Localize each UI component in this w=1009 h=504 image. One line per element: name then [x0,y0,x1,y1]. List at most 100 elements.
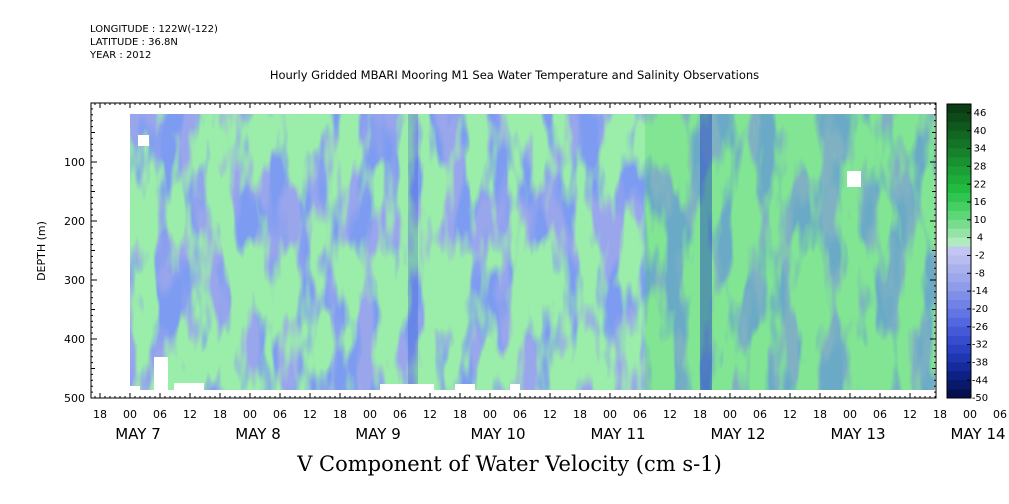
colorbar-label: -44 [972,375,988,386]
x-tick-label: 06 [513,408,527,421]
colorbar-label: 46 [974,108,987,119]
x-tick-label: 12 [183,408,197,421]
colorbar-swatch [947,380,971,390]
missing-data-patch [130,386,140,390]
y-tick-label: 500 [64,392,85,405]
x-day-label: MAY 14 [950,425,1005,443]
colorbar-swatch [947,104,971,114]
colorbar-swatch [947,121,971,132]
colorbar-swatch [947,219,971,230]
x-day-label: MAY 11 [590,425,645,443]
x-tick-label: 18 [933,408,947,421]
colorbar-swatch [947,273,971,283]
missing-data-patch [380,384,434,390]
x-tick-label: 06 [273,408,287,421]
y-tick-label: 100 [64,156,85,169]
y-tick-label: 200 [64,215,85,228]
colorbar-swatch [947,362,971,372]
latitude-label: LATITUDE : 36.8N [90,37,178,48]
colorbar-swatch [947,308,971,319]
colorbar-label: -20 [972,304,988,315]
x-tick-label: 12 [543,408,557,421]
x-tick-label: 00 [603,408,617,421]
colorbar-swatch [947,210,971,221]
colorbar-swatch [947,130,971,140]
colorbar-swatch [947,389,971,399]
x-tick-label: 12 [903,408,917,421]
x-tick-label: 06 [153,408,167,421]
colorbar-swatch [947,282,971,292]
x-tick-label: 12 [783,408,797,421]
x-tick-label: 18 [453,408,467,421]
chart-title: Hourly Gridded MBARI Mooring M1 Sea Wate… [269,68,760,82]
x-tick-label: 12 [663,408,677,421]
colorbar-frame [946,103,972,399]
x-tick-label: 00 [243,408,257,421]
colorbar-label: 16 [974,197,987,208]
y-axis-label: DEPTH (m) [35,221,48,281]
colorbar-swatch [947,300,971,310]
x-tick-label: 18 [813,408,827,421]
x-tick-label: 18 [333,408,347,421]
colorbar-swatch [947,255,971,265]
colorbar-swatch [947,344,971,354]
y-tick-label: 300 [64,274,85,287]
colorbar: 46 40 34 28 22 16 10 4 -2 -8 -14 -20 -26 -32 -38 -44 -50 [946,103,988,404]
colorbar-swatch [947,371,971,381]
longitude-label: LONGITUDE : 122W(-122) [90,24,218,35]
x-tick-label: 18 [693,408,707,421]
x-tick-label: 00 [123,408,137,421]
colorbar-swatch [947,148,971,158]
colorbar-label: -50 [972,393,988,404]
x-day-label: MAY 13 [830,425,885,443]
x-tick-label: 00 [363,408,377,421]
colorbar-swatch [947,317,971,328]
colorbar-label: 40 [974,126,987,137]
colorbar-label: 4 [977,233,983,244]
colorbar-swatch [947,353,971,363]
colorbar-label: 34 [974,144,987,155]
colorbar-swatch [947,193,971,203]
colorbar-label: -32 [972,340,988,351]
heatmap-field [130,114,935,390]
colorbar-label: -14 [972,286,988,297]
chart-subtitle: V Component of Water Velocity (cm s-1) [297,452,722,476]
x-tick-label: 18 [93,408,107,421]
x-tick-label: 06 [753,408,767,421]
colorbar-swatch [947,139,971,149]
colorbar-label: 10 [974,215,987,226]
x-tick-label: 18 [573,408,587,421]
x-tick-label: 06 [873,408,887,421]
colorbar-swatch [947,228,971,238]
x-tick-label: 12 [423,408,437,421]
year-label: YEAR : 2012 [90,50,152,61]
colorbar-swatch [947,237,971,247]
colorbar-swatch [947,264,971,274]
x-tick-label: 00 [483,408,497,421]
x-tick-label: 06 [633,408,647,421]
x-day-label: MAY 9 [355,425,401,443]
missing-data-patch [174,383,204,390]
x-axis: 18 00 06 12 18 00 06 12 18 00 06 12 18 00 06 12 18 00 06 12… [93,103,1007,443]
colorbar-label: -8 [975,268,985,279]
colorbar-label: -26 [972,322,988,333]
x-tick-label: 00 [963,408,977,421]
colorbar-swatch [947,291,971,301]
colorbar-label: 28 [974,161,987,172]
missing-data-patch [138,135,149,146]
colorbar-swatch [947,326,971,336]
y-axis: 100 200 300 400 500 [64,102,936,405]
colorbar-swatch [947,157,971,167]
colorbar-swatch [947,166,971,176]
x-tick-label: 00 [723,408,737,421]
colorbar-label: 22 [974,179,987,190]
colorbar-label: -38 [972,357,988,368]
x-tick-label: 12 [303,408,317,421]
missing-data-patch [510,384,520,390]
missing-data-patch [455,384,475,390]
x-day-label: MAY 8 [235,425,281,443]
missing-data-patch [847,171,861,187]
colorbar-swatch [947,175,971,185]
x-tick-label: 00 [843,408,857,421]
